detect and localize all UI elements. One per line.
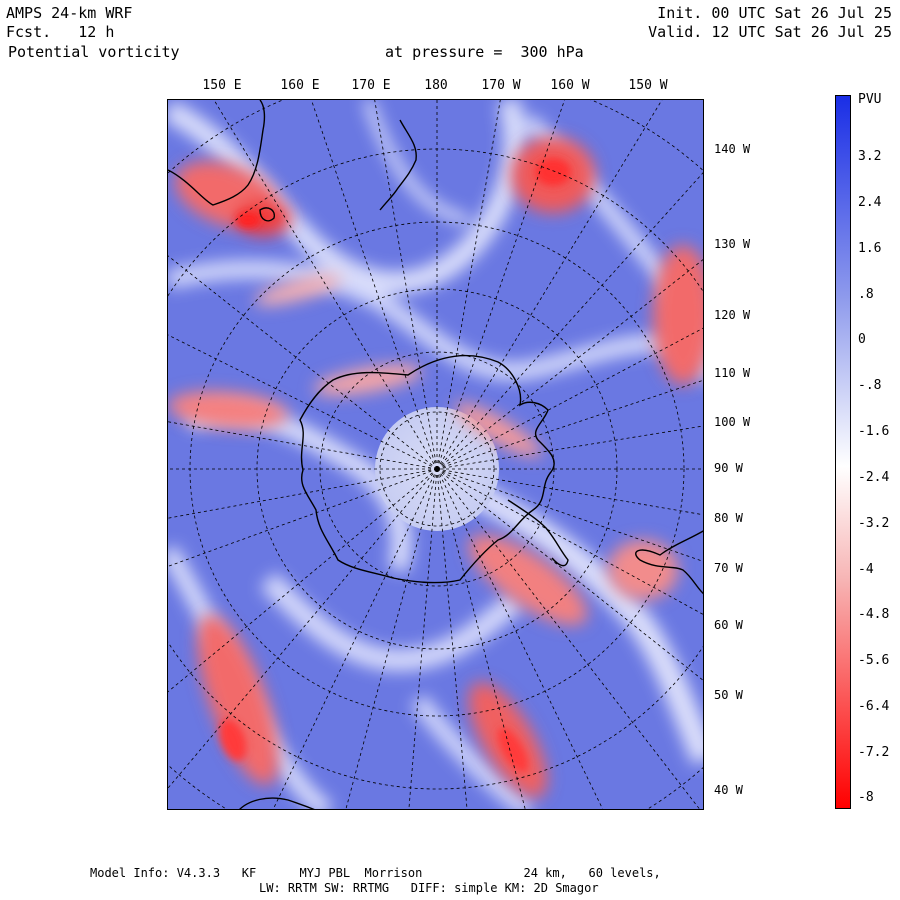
lon-label-right: 120 W (714, 308, 751, 322)
valid-time: Valid. 12 UTC Sat 26 Jul 25 (648, 23, 892, 41)
colorbar-label: -8 (858, 790, 874, 805)
lon-label-right: 80 W (714, 511, 743, 525)
coastlines (168, 100, 703, 809)
antarctic-peninsula-coast (507, 499, 569, 567)
lon-label-top: 180 (424, 78, 448, 93)
colorbar (835, 95, 851, 809)
lon-label-right: 60 W (714, 618, 743, 632)
pressure-level: at pressure = 300 hPa (385, 43, 584, 61)
lon-label-top: 160 W (550, 78, 590, 93)
model-info-line2: LW: RRTM SW: RRTMG DIFF: simple KM: 2D S… (259, 881, 599, 895)
pv-map-panel (167, 99, 704, 810)
latitude-grid (168, 100, 703, 809)
lon-label-top: 150 W (628, 78, 668, 93)
lon-label-top: 170 W (481, 78, 521, 93)
lon-label-right: 140 W (714, 142, 751, 156)
lon-label-top: 150 E (202, 78, 242, 93)
lon-label-right: 110 W (714, 366, 751, 380)
australia-coast (168, 100, 266, 206)
africa-coast (239, 797, 315, 809)
lon-label-top: 160 E (280, 78, 320, 93)
colorbar-label: 2.4 (858, 195, 882, 210)
tasmania-coast (259, 207, 275, 222)
model-title: AMPS 24-km WRF (6, 4, 133, 22)
init-time: Init. 00 UTC Sat 26 Jul 25 (657, 4, 892, 22)
lon-label-top: 170 E (351, 78, 391, 93)
lon-label-right: 130 W (714, 237, 751, 251)
colorbar-unit: PVU (858, 92, 882, 107)
lon-label-right: 70 W (714, 561, 743, 575)
south-america-coast (635, 530, 703, 595)
lon-label-right: 100 W (714, 415, 751, 429)
lon-label-right: 40 W (714, 783, 743, 797)
pv-field-svg (168, 100, 703, 809)
variable-name: Potential vorticity (8, 43, 180, 61)
colorbar-label: -1.6 (858, 424, 890, 439)
antarctica-coast (299, 354, 555, 584)
colorbar-label: -3.2 (858, 516, 890, 531)
colorbar-label: 3.2 (858, 149, 882, 164)
colorbar-label: -7.2 (858, 745, 890, 760)
forecast-hour: Fcst. 12 h (6, 23, 115, 41)
colorbar-label: -4 (858, 562, 874, 577)
lon-label-right: 90 W (714, 461, 743, 475)
colorbar-label: -6.4 (858, 699, 890, 714)
colorbar-label: 0 (858, 332, 866, 347)
colorbar-label: .8 (858, 287, 874, 302)
colorbar-label: -5.6 (858, 653, 890, 668)
lon-label-right: 50 W (714, 688, 743, 702)
pv-strong-cores (219, 158, 571, 773)
new-zealand-coast (379, 119, 417, 211)
colorbar-label: -.8 (858, 378, 882, 393)
colorbar-label: -2.4 (858, 470, 890, 485)
model-info-line1: Model Info: V4.3.3 KF MYJ PBL Morrison 2… (90, 866, 661, 880)
colorbar-label: 1.6 (858, 241, 882, 256)
colorbar-label: -4.8 (858, 607, 890, 622)
